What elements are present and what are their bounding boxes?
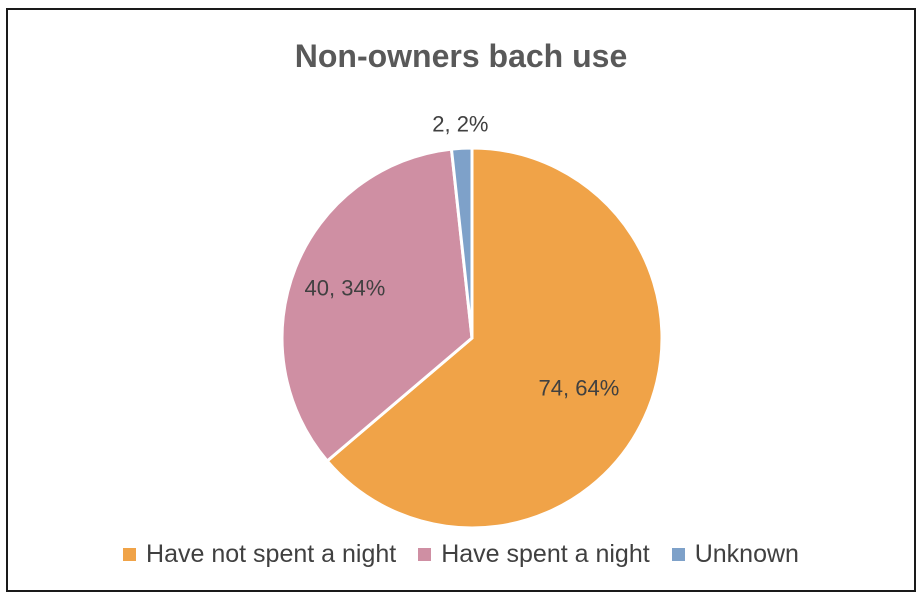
legend-item-have-spent-a-night: Have spent a night [418,540,650,569]
legend-label: Have not spent a night [146,540,397,568]
legend-label: Have spent a night [441,540,650,568]
pie-slice-unknown [449,146,474,339]
legend-item-have-not-spent-a-night: Have not spent a night [123,540,396,569]
data-label: 40, 34% [305,275,386,300]
pie-slice-have-not-spent-a-night [325,146,664,530]
legend-swatch [671,548,685,561]
data-label: 2, 2% [432,112,488,137]
legend-swatch [418,548,432,561]
legend-swatch [123,548,137,561]
legend-label: Unknown [694,540,799,568]
pie-slice-have-spent-a-night [280,147,474,464]
legend-item-unknown: Unknown [671,540,799,569]
legend: Have not spent a night Have spent a nigh… [0,540,922,569]
data-label: 74, 64% [539,375,620,400]
chart-title: Non-owners bach use [294,38,628,74]
